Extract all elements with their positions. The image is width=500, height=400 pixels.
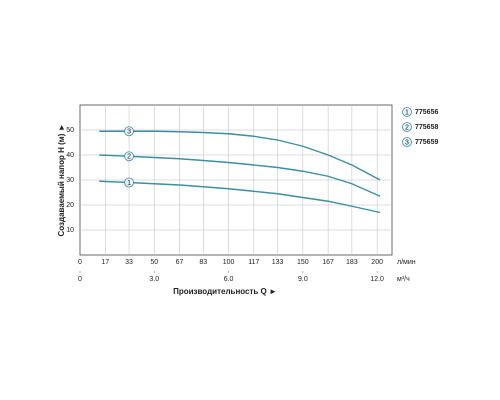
curve-marker-label: 1 — [127, 180, 131, 187]
legend-number: 2 — [405, 124, 409, 131]
x2-tick-label: 12.0 — [370, 276, 384, 283]
x2-tick-label: 6.0 — [224, 276, 234, 283]
x-tick-label: 33 — [125, 259, 133, 266]
curve — [99, 130, 381, 181]
y-axis-label: Создаваемый напор H (м) ► — [57, 123, 66, 236]
y-tick-label: 10 — [66, 227, 74, 234]
curve — [99, 154, 381, 197]
x-tick-label: 17 — [101, 259, 109, 266]
curve-marker — [124, 151, 134, 162]
legend-label: 775656 — [415, 109, 438, 116]
curve-marker-label: 2 — [127, 154, 131, 161]
x-tick-label: 100 — [223, 259, 235, 266]
x-tick-label: 150 — [297, 259, 309, 266]
y-tick-label: 20 — [66, 202, 74, 209]
x-tick-label: 67 — [176, 259, 184, 266]
x-axis-label: Производительность Q ► — [173, 287, 277, 296]
legend-marker — [402, 137, 412, 147]
x2-unit: м³/ч — [397, 276, 410, 283]
x2-tick-label: 0 — [78, 276, 82, 283]
legend-label: 775659 — [415, 139, 438, 146]
curve-marker-label: 3 — [127, 129, 131, 136]
x-tick-label: 200 — [371, 259, 383, 266]
curve-marker — [124, 177, 134, 188]
legend-number: 1 — [405, 109, 409, 116]
legend-number: 3 — [405, 139, 409, 146]
y-tick-label: 50 — [66, 127, 74, 134]
x-unit: л/мин — [397, 259, 416, 266]
x-tick-label: 50 — [150, 259, 158, 266]
x2-tick-label: 9.0 — [298, 276, 308, 283]
curve-marker — [124, 126, 134, 137]
x-tick-label: 167 — [322, 259, 334, 266]
x-tick-label: 83 — [199, 259, 207, 266]
x2-tick-label: 3.0 — [149, 276, 159, 283]
x-tick-label: 133 — [272, 259, 284, 266]
x-tick-label: 117 — [248, 259, 259, 266]
legend-label: 775658 — [415, 124, 438, 131]
x-tick-label: 0 — [78, 259, 82, 266]
x-tick-label: 183 — [346, 259, 358, 266]
legend-marker — [402, 107, 412, 117]
y-tick-label: 30 — [66, 177, 74, 184]
legend-marker — [402, 122, 412, 132]
y-tick-label: 40 — [66, 152, 74, 159]
curve — [99, 180, 381, 214]
